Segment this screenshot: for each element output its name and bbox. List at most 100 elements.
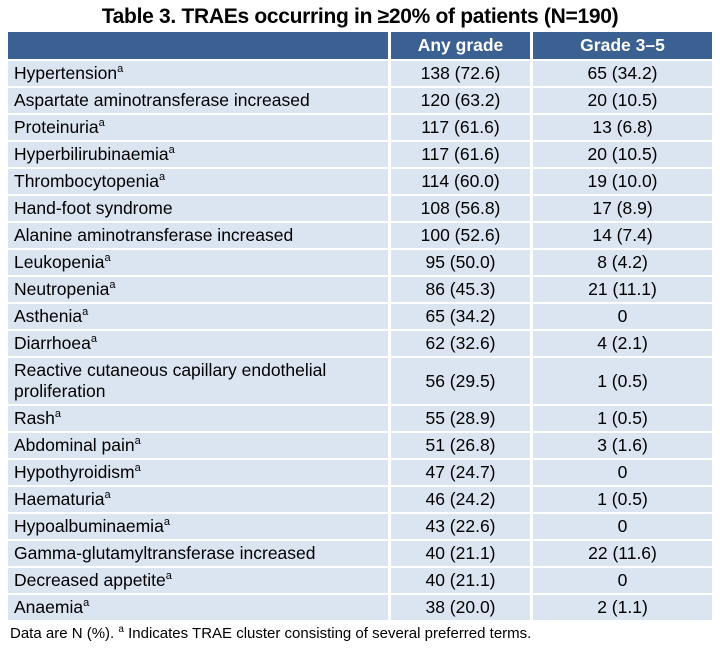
adverse-event-label: Decreased appetite	[14, 570, 166, 590]
grade-3-5-cell: 21 (11.1)	[533, 277, 712, 304]
any-grade-cell: 108 (56.8)	[391, 196, 533, 223]
grade-3-5-cell: 17 (8.9)	[533, 196, 712, 223]
any-grade-cell: 120 (63.2)	[391, 88, 533, 115]
adverse-event-cell: Anaemiaa	[8, 595, 391, 622]
any-grade-cell: 46 (24.2)	[391, 487, 533, 514]
adverse-event-cell: Abdominal paina	[8, 433, 391, 460]
any-grade-cell: 43 (22.6)	[391, 514, 533, 541]
cluster-superscript: a	[109, 279, 116, 292]
adverse-event-cell: Rasha	[8, 406, 391, 433]
grade-3-5-cell: 65 (34.2)	[533, 61, 712, 88]
grade-3-5-cell: 2 (1.1)	[533, 595, 712, 622]
adverse-event-label: Rash	[14, 408, 55, 428]
cluster-superscript: a	[83, 597, 90, 610]
grade-3-5-cell: 0	[533, 568, 712, 595]
table-row: Rasha 55 (28.9) 1 (0.5)	[8, 406, 712, 433]
adverse-event-cell: Gamma-glutamyltransferase increased	[8, 541, 391, 568]
cluster-superscript: a	[54, 408, 61, 421]
grade-3-5-cell: 13 (6.8)	[533, 115, 712, 142]
footnote-prefix: Data are N (%).	[10, 625, 119, 642]
adverse-event-cell: Hypertensiona	[8, 61, 391, 88]
adverse-event-label: Diarrhoea	[14, 333, 91, 353]
adverse-event-cell: Proteinuriaa	[8, 115, 391, 142]
adverse-event-label: Hypothyroidism	[14, 462, 135, 482]
any-grade-cell: 62 (32.6)	[391, 331, 533, 358]
table-row: Aspartate aminotransferase increased 120 …	[8, 88, 712, 115]
table-row: Neutropeniaa 86 (45.3) 21 (11.1)	[8, 277, 712, 304]
adverse-event-cell: Hand-foot syndrome	[8, 196, 391, 223]
grade-3-5-cell: 14 (7.4)	[533, 223, 712, 250]
cluster-superscript: a	[104, 489, 111, 502]
table-row: Astheniaa 65 (34.2) 0	[8, 304, 712, 331]
grade-3-5-cell: 20 (10.5)	[533, 88, 712, 115]
adverse-event-cell: Decreased appetitea	[8, 568, 391, 595]
adverse-event-label: Alanine aminotransferase increased	[14, 225, 294, 245]
adverse-event-cell: Alanine aminotransferase increased	[8, 223, 391, 250]
header-row: Any grade Grade 3–5	[8, 32, 712, 61]
any-grade-cell: 138 (72.6)	[391, 61, 533, 88]
adverse-event-label: Thrombocytopenia	[14, 171, 159, 191]
adverse-event-label: Neutropenia	[14, 279, 110, 299]
any-grade-cell: 40 (21.1)	[391, 568, 533, 595]
traes-table: Any grade Grade 3–5 Hypertensiona 138 (72…	[8, 32, 712, 622]
adverse-event-cell: Haematuriaa	[8, 487, 391, 514]
adverse-event-cell: Hypoalbuminaemiaa	[8, 514, 391, 541]
table-row: Gamma-glutamyltransferase increased 40 (2…	[8, 541, 712, 568]
adverse-event-label: Hyperbilirubinaemia	[14, 144, 169, 164]
grade-3-5-cell: 3 (1.6)	[533, 433, 712, 460]
grade-3-5-cell: 0	[533, 304, 712, 331]
any-grade-cell: 40 (21.1)	[391, 541, 533, 568]
any-grade-cell: 100 (52.6)	[391, 223, 533, 250]
any-grade-cell: 95 (50.0)	[391, 250, 533, 277]
grade-3-5-cell: 4 (2.1)	[533, 331, 712, 358]
grade-3-5-cell: 0	[533, 460, 712, 487]
adverse-event-label: Anaemia	[14, 597, 84, 617]
adverse-event-cell: Astheniaa	[8, 304, 391, 331]
grade-3-5-cell: 8 (4.2)	[533, 250, 712, 277]
table-row: Leukopeniaa 95 (50.0) 8 (4.2)	[8, 250, 712, 277]
header-grade-3-5: Grade 3–5	[533, 32, 712, 61]
any-grade-cell: 38 (20.0)	[391, 595, 533, 622]
cluster-superscript: a	[104, 252, 111, 265]
table-body: Hypertensiona 138 (72.6) 65 (34.2) Aspartat…	[8, 61, 712, 622]
grade-3-5-cell: 20 (10.5)	[533, 142, 712, 169]
adverse-event-label: Hypoalbuminaemia	[14, 516, 164, 536]
cluster-superscript: a	[134, 435, 141, 448]
header-event-blank	[8, 32, 391, 61]
any-grade-cell: 55 (28.9)	[391, 406, 533, 433]
adverse-event-cell: Hypothyroidisma	[8, 460, 391, 487]
any-grade-cell: 65 (34.2)	[391, 304, 533, 331]
adverse-event-cell: Neutropeniaa	[8, 277, 391, 304]
adverse-event-cell: Thrombocytopeniaa	[8, 169, 391, 196]
cluster-superscript: a	[117, 63, 124, 76]
table-row: Anaemiaa 38 (20.0) 2 (1.1)	[8, 595, 712, 622]
adverse-event-label: Aspartate aminotransferase increased	[14, 90, 310, 110]
grade-3-5-cell: 1 (0.5)	[533, 487, 712, 514]
table-row: Proteinuriaa 117 (61.6) 13 (6.8)	[8, 115, 712, 142]
grade-3-5-cell: 19 (10.0)	[533, 169, 712, 196]
adverse-event-label: Proteinuria	[14, 117, 99, 137]
table-row: Thrombocytopeniaa 114 (60.0) 19 (10.0)	[8, 169, 712, 196]
header-any-grade: Any grade	[391, 32, 533, 61]
cluster-superscript: a	[165, 570, 172, 583]
any-grade-cell: 114 (60.0)	[391, 169, 533, 196]
grade-3-5-cell: 1 (0.5)	[533, 406, 712, 433]
any-grade-cell: 86 (45.3)	[391, 277, 533, 304]
any-grade-cell: 47 (24.7)	[391, 460, 533, 487]
adverse-event-label: Haematuria	[14, 489, 105, 509]
adverse-event-cell: Aspartate aminotransferase increased	[8, 88, 391, 115]
grade-3-5-cell: 0	[533, 514, 712, 541]
cluster-superscript: a	[82, 306, 89, 319]
adverse-event-label: Hypertension	[14, 63, 118, 83]
adverse-event-label: Hand-foot syndrome	[14, 198, 173, 218]
table-row: Abdominal paina 51 (26.8) 3 (1.6)	[8, 433, 712, 460]
table-title: Table 3. TRAEs occurring in ≥20% of pati…	[101, 5, 619, 28]
adverse-event-label: Leukopenia	[14, 252, 105, 272]
table-row: Hand-foot syndrome 108 (56.8) 17 (8.9)	[8, 196, 712, 223]
adverse-event-cell: Hyperbilirubinaemiaa	[8, 142, 391, 169]
any-grade-cell: 117 (61.6)	[391, 142, 533, 169]
adverse-event-label: Gamma-glutamyltransferase increased	[14, 543, 316, 563]
any-grade-cell: 117 (61.6)	[391, 115, 533, 142]
adverse-event-cell: Leukopeniaa	[8, 250, 391, 277]
